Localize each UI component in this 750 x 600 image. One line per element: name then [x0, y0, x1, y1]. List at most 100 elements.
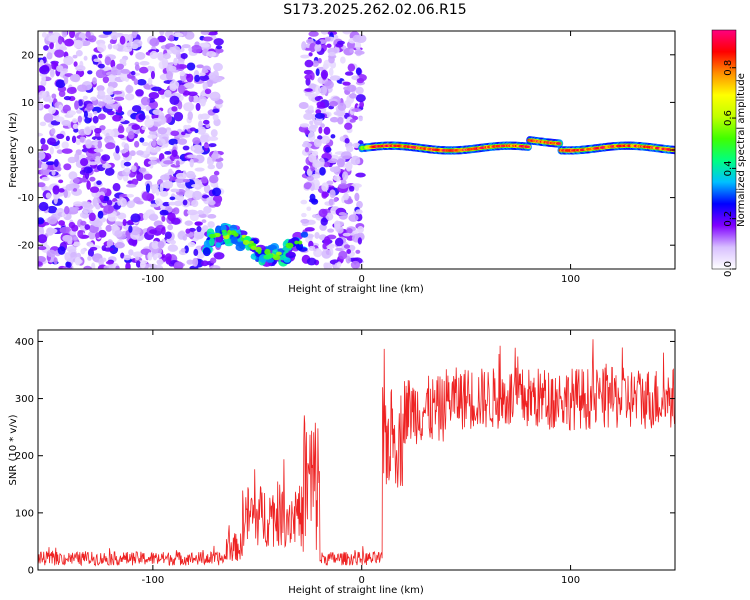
spectrogram-cell [38, 151, 46, 160]
spectrogram-cell [177, 183, 186, 189]
spectrogram-cell [193, 148, 205, 154]
spectrogram-x-ticks: -100 0 100 [142, 31, 580, 285]
spectrogram-cell [63, 163, 72, 171]
spectrogram-cell [304, 227, 315, 232]
spectrogram-cell [74, 256, 82, 266]
spectrogram-cell [151, 139, 157, 147]
spectrogram-cell [113, 96, 125, 101]
spectrogram-cell [147, 77, 153, 86]
spectrogram-cell [192, 94, 199, 103]
spectrogram-cell [177, 138, 188, 145]
spectrogram-cell [304, 88, 313, 92]
spectrogram-cell [191, 199, 199, 208]
spectrogram-cell [66, 261, 72, 268]
spectrogram-cell [285, 242, 294, 249]
spectrogram-cell [321, 182, 329, 192]
spectrogram-cell [304, 129, 310, 135]
spectrogram-cell [187, 241, 196, 248]
spectrogram-cell [346, 84, 357, 92]
spectrogram-cell [58, 179, 64, 184]
colorbar-tick-label: 0.0 [723, 261, 734, 277]
spectrogram-cell [298, 240, 303, 245]
spectrogram-cell [77, 99, 83, 107]
spectrogram-cell [200, 98, 206, 107]
spectrogram-cell [272, 254, 281, 261]
spectrogram-cell [250, 245, 257, 251]
spectrogram-cell [155, 188, 160, 196]
spectrogram-cell [105, 224, 113, 232]
spectrogram-cell [40, 162, 48, 170]
spectrogram-cell [199, 74, 210, 82]
spectrogram-cell [207, 214, 217, 219]
spectrogram-cell [169, 80, 180, 89]
spectrogram-cell [322, 86, 328, 95]
spectrogram-cell [96, 180, 102, 186]
spectrogram-cell [130, 70, 136, 76]
spectrogram-cell [306, 206, 312, 212]
spectrogram-cell [350, 260, 361, 269]
spectrogram-cell [88, 212, 96, 222]
spectrogram-cell [38, 217, 45, 225]
spectrogram-cell [209, 174, 219, 184]
spectrogram-cell [79, 136, 85, 143]
spectrogram-cell [93, 58, 101, 63]
spectrogram-cell [72, 54, 78, 59]
spectrogram-cell [344, 71, 354, 76]
spectrogram-cell [172, 207, 180, 215]
spectrogram-cell [196, 126, 207, 135]
spectrogram-cell [125, 262, 131, 269]
spectrogram-cell [106, 86, 115, 95]
spectrogram-cell [53, 159, 59, 168]
spectrogram-cell [40, 167, 51, 176]
spectrogram-cell [61, 31, 68, 38]
spectrogram-cell [167, 212, 176, 222]
colorbar-gradient [711, 29, 737, 270]
spectrogram-cell [82, 95, 88, 100]
spectrogram-cell [83, 55, 88, 61]
spectrogram-cell [39, 65, 50, 75]
spectrogram-cell [322, 63, 329, 70]
spectrogram-cell [167, 224, 174, 231]
spectrogram-cell [145, 183, 151, 193]
spectrogram-cell [337, 116, 344, 125]
spectrogram-cell [235, 243, 246, 252]
spectrogram-cell [308, 31, 319, 37]
spectrogram-cell [66, 110, 77, 116]
spectrogram-cell [213, 170, 220, 176]
spectrogram-cell [120, 197, 127, 208]
spectrogram-cell [159, 190, 169, 197]
spectrogram-cell [86, 103, 94, 111]
spectrogram-cell [48, 106, 56, 114]
spectrogram-cell [142, 212, 149, 221]
spectrogram-cell [77, 115, 83, 123]
spectrogram-cell [150, 203, 158, 208]
spectrogram-cell [304, 147, 310, 153]
spectrogram-cell [56, 65, 64, 72]
spectrogram-cell [63, 189, 68, 199]
spectrogram-cell [187, 91, 198, 96]
spectrogram-cell [323, 126, 331, 135]
spectrogram-cell [152, 109, 162, 115]
spectrogram-cell [355, 249, 361, 254]
colorbar-label: Normalized spectral amplitude [736, 73, 747, 227]
spectrogram-cell [342, 81, 351, 86]
spectrogram-cell [320, 69, 329, 80]
spectrogram-cell [328, 51, 336, 57]
spectrogram-cell [43, 104, 51, 109]
spectrogram-cell [110, 59, 116, 69]
spectrogram-cell [195, 102, 201, 111]
spectrogram-cell [151, 86, 162, 92]
spectrogram-cell [186, 73, 194, 83]
spectrogram-cell [343, 192, 350, 201]
spectrogram-cell [64, 38, 75, 47]
spectrogram-cell [124, 167, 131, 173]
spectrogram-cell [73, 39, 84, 49]
colorbar: 0.0 0.2 0.4 0.6 0.8 Normalized spectral ampl… [711, 29, 747, 277]
spectrogram-cell [340, 56, 346, 64]
spectrogram-cell [147, 160, 158, 165]
spectrogram-cell [179, 70, 186, 77]
spectrogram-cell [184, 245, 189, 254]
spectrogram-cell [57, 246, 66, 255]
spectrogram-cell [186, 259, 194, 265]
spectrogram-cell [171, 106, 178, 112]
